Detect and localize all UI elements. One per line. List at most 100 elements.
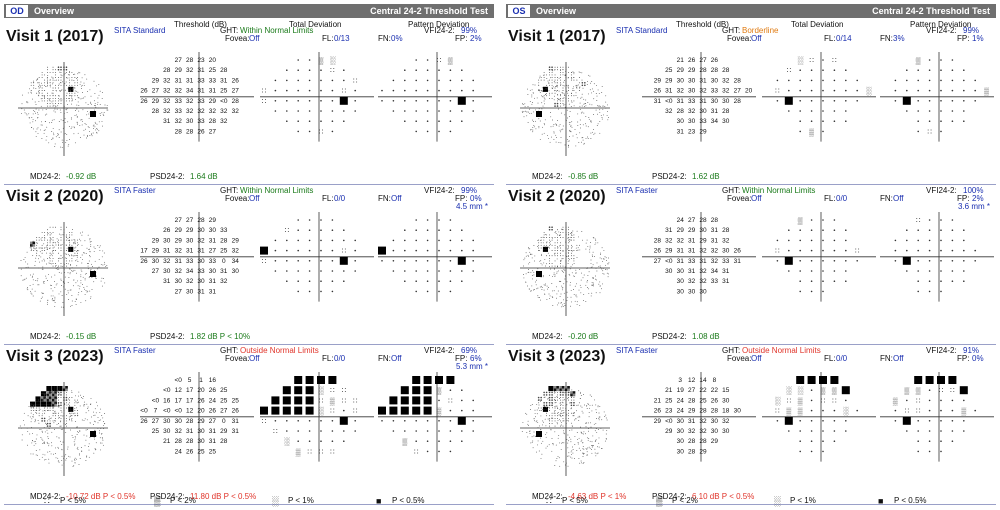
threshold-value: 30 — [699, 108, 707, 115]
psd-label: PSD24-2: — [150, 172, 185, 181]
threshold-value: 31 — [163, 118, 171, 125]
threshold-value: 30 — [699, 288, 707, 295]
threshold-value: 29 — [152, 248, 160, 255]
threshold-value: 32 — [186, 67, 194, 74]
probability-symbol — [963, 89, 965, 92]
probability-symbol — [963, 110, 965, 112]
threshold-value: 29 — [677, 67, 685, 74]
eye-badge: OS — [508, 5, 530, 17]
threshold-value: 25 — [152, 428, 160, 435]
probability-symbol — [845, 270, 847, 272]
probability-symbol: ░ — [318, 407, 324, 416]
pupil-size: 4.5 mm * — [456, 202, 489, 211]
threshold-value: 30 — [734, 408, 742, 415]
probability-symbol: ∷ — [353, 398, 358, 405]
probability-symbol: ∷ — [262, 418, 267, 425]
probability-symbol — [856, 89, 858, 92]
vfi-label: VFI24-2: — [926, 186, 957, 195]
probability-symbol — [412, 406, 421, 415]
visit-separator — [4, 184, 494, 185]
threshold-value: 29 — [654, 418, 662, 425]
threshold-value: 30 — [197, 438, 205, 445]
total-deviation-plot: ▒ ░ ∷ ∷ ∷ ∷ ∷ ∷ — [260, 52, 374, 142]
threshold-value: 31 — [688, 237, 696, 244]
probability-symbol — [308, 219, 311, 221]
probability-symbol — [784, 416, 793, 425]
probability-symbol — [963, 120, 965, 122]
probability-symbol — [906, 229, 908, 231]
probability-symbol — [308, 430, 311, 432]
col-pattern-header: Pattern Deviation — [408, 20, 470, 29]
md-label: MD24-2: — [532, 332, 563, 341]
threshold-value: 30 — [665, 268, 673, 275]
psd-label: PSD24-2: — [150, 492, 185, 501]
pupil-size: 5.3 mm * — [456, 362, 489, 371]
probability-symbol — [472, 430, 475, 432]
probability-symbol — [438, 239, 440, 242]
probability-symbol — [810, 270, 813, 272]
threshold-value: 31 — [688, 268, 696, 275]
threshold-value: 30 — [163, 268, 171, 275]
probability-symbol — [426, 219, 429, 221]
probability-symbol: ∷ — [787, 398, 792, 405]
probability-symbol — [438, 130, 440, 133]
threshold-value: 29 — [665, 428, 673, 435]
threshold-value: 16 — [209, 377, 217, 384]
probability-symbol — [271, 406, 280, 415]
threshold-value: 26 — [232, 408, 240, 415]
probability-symbol — [461, 239, 463, 242]
probability-symbol — [833, 249, 836, 252]
probability-symbol — [928, 229, 931, 231]
total-deviation-plot: ░ ░ ▒ ▒ ░ ∷ ▒ ∷ ∷ ∷ ▒ ▒ ░ — [762, 372, 876, 462]
probability-symbol — [928, 249, 931, 252]
probability-symbol — [449, 130, 452, 133]
probability-symbol — [951, 409, 954, 412]
probability-symbol — [810, 290, 813, 293]
probability-symbol — [343, 270, 345, 272]
vfi-label: VFI24-2: — [926, 26, 957, 35]
probability-symbol — [274, 239, 277, 242]
probability-symbol — [260, 246, 268, 255]
threshold-value: 27 — [734, 88, 742, 95]
probability-symbol — [810, 100, 813, 102]
probability-symbol — [449, 120, 452, 122]
visit-section: Visit 3 (2023) SITA Faster GHT: Outside Nor… — [506, 342, 996, 505]
psd-value: 1.82 dB P < 10% — [190, 332, 251, 341]
probability-symbol — [951, 69, 954, 71]
threshold-value: 27 — [152, 418, 160, 425]
probability-symbol — [274, 89, 277, 92]
probability-symbol — [845, 280, 847, 282]
probability-symbol — [400, 386, 409, 395]
probability-symbol — [928, 450, 931, 453]
psd-value: 11.80 dB P < 0.5% — [190, 492, 257, 501]
probability-symbol — [963, 239, 965, 242]
probability-symbol — [810, 420, 813, 422]
threshold-value: 31 — [232, 428, 240, 435]
total-deviation-plot: ░ ∷ ∷ ∷ ∷ ░ ▒ — [762, 52, 876, 142]
probability-symbol — [906, 89, 908, 92]
probability-symbol: ▒ — [984, 88, 989, 96]
threshold-value: 12 — [175, 387, 183, 394]
probability-symbol — [317, 376, 325, 384]
probability-symbol — [951, 110, 954, 112]
threshold-value: 20 — [745, 88, 753, 95]
probability-symbol — [833, 219, 836, 221]
probability-symbol — [928, 409, 931, 412]
probability-symbol — [799, 280, 801, 282]
threshold-value: 33 — [197, 98, 205, 105]
vfi-value: 100% — [963, 186, 984, 195]
threshold-value: 17 — [186, 397, 194, 404]
probability-symbol — [940, 450, 942, 453]
threshold-value: 28 — [734, 77, 742, 84]
threshold-value: 28 — [699, 438, 707, 445]
fovea-value: Off — [249, 194, 260, 203]
probability-symbol — [286, 79, 288, 82]
threshold-value: 3 — [678, 377, 682, 384]
fp-value: 2% — [470, 34, 482, 43]
probability-symbol — [902, 96, 911, 105]
threshold-value: 29 — [186, 227, 194, 234]
probability-symbol — [461, 440, 463, 442]
threshold-value: 32 — [197, 237, 205, 244]
probability-symbol — [415, 110, 418, 112]
